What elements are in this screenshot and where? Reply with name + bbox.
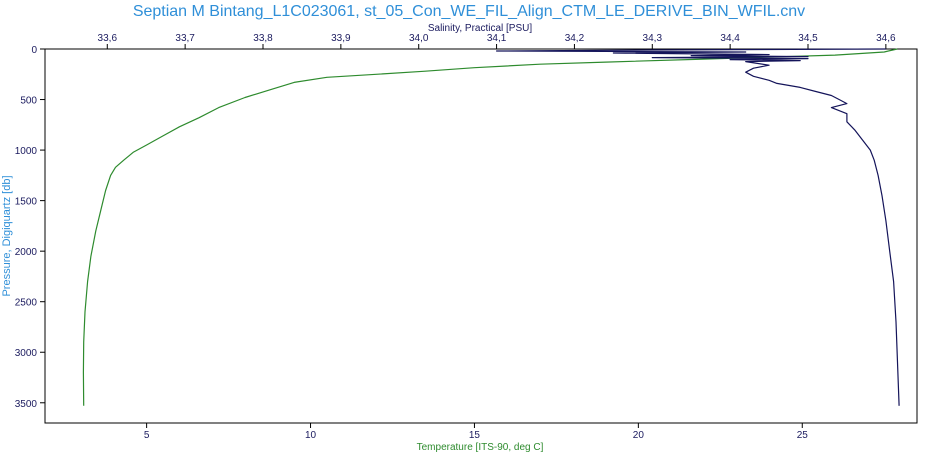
temperature-tick-label: 5 — [144, 430, 150, 441]
salinity-tick-label: 34,0 — [409, 33, 429, 44]
salinity-tick-label: 34,6 — [876, 33, 896, 44]
pressure-tick-label: 2000 — [15, 247, 38, 258]
pressure-tick-label: 2500 — [15, 298, 38, 309]
pressure-tick-label: 3000 — [15, 348, 38, 359]
temperature-axis-label: Temperature [ITS-90, deg C] — [417, 442, 544, 453]
chart-title: Septian M Bintang_L1C023061, st_05_Con_W… — [133, 3, 805, 20]
salinity-tick-label: 33,6 — [98, 33, 118, 44]
temperature-tick-label: 25 — [797, 430, 809, 441]
salinity-tick-label: 33,7 — [175, 33, 195, 44]
pressure-tick-label: 0 — [31, 45, 37, 56]
temperature-tick-label: 15 — [469, 430, 481, 441]
salinity-tick-label: 34,4 — [720, 33, 740, 44]
pressure-tick-label: 3500 — [15, 399, 38, 410]
salinity-tick-label: 34,5 — [798, 33, 818, 44]
pressure-tick-label: 1500 — [15, 197, 38, 208]
salinity-tick-label: 34,3 — [643, 33, 663, 44]
temperature-profile-line — [82, 48, 898, 406]
axis-ticks: 0 500 1000 1500 2000 2500 3000 3500 33,6 33,7 33,8… — [15, 33, 896, 441]
temperature-tick-label: 10 — [305, 430, 317, 441]
salinity-tick-label: 33,9 — [331, 33, 351, 44]
salinity-tick-label: 34,2 — [565, 33, 585, 44]
salinity-tick-label: 34,1 — [487, 33, 507, 44]
pressure-axis-label: Pressure, Digiquartz [db] — [1, 175, 13, 296]
pressure-tick-label: 1000 — [15, 146, 38, 157]
series-lines — [82, 48, 900, 406]
salinity-tick-label: 33,8 — [253, 33, 273, 44]
salinity-axis-label: Salinity, Practical [PSU] — [428, 23, 533, 34]
salinity-profile-line — [496, 48, 900, 406]
plot-area-frame — [44, 48, 918, 424]
pressure-tick-label: 500 — [20, 96, 37, 107]
temperature-tick-label: 20 — [633, 430, 645, 441]
